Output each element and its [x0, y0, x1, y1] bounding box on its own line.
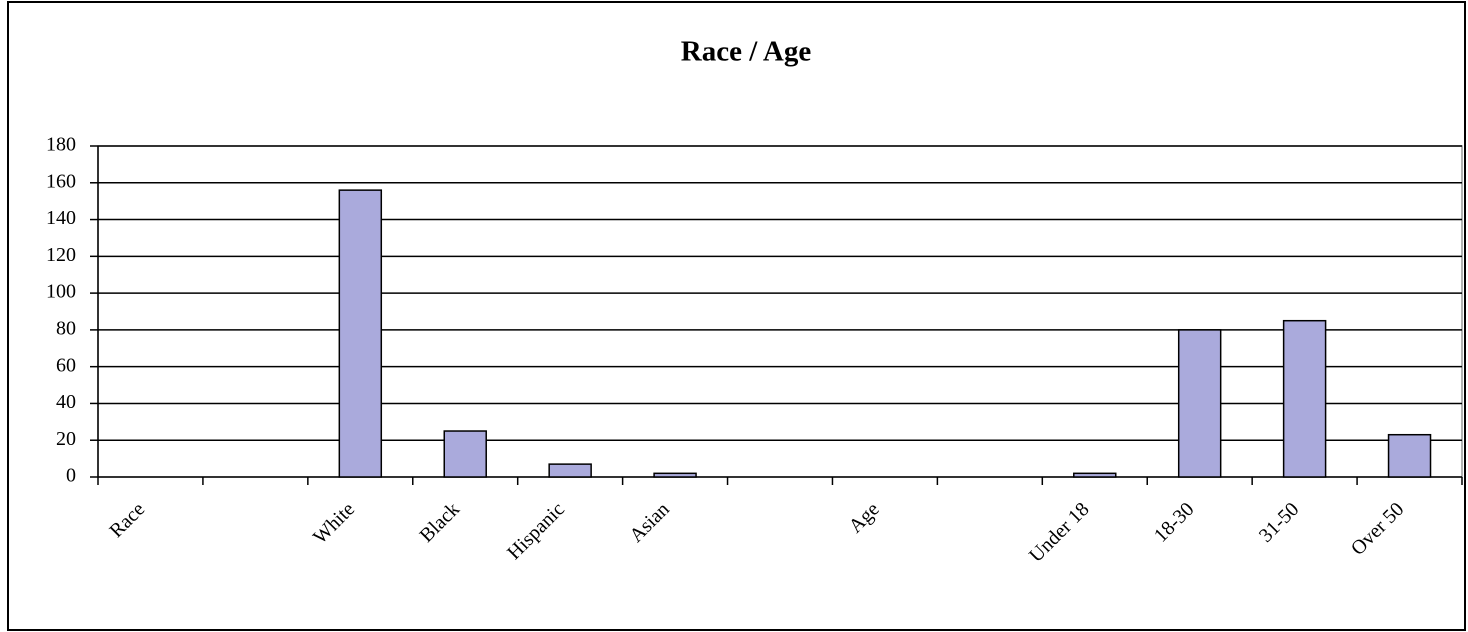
chart-title: Race / Age — [681, 36, 812, 68]
y-tick-label: 140 — [46, 207, 76, 229]
y-tick-label: 120 — [46, 244, 76, 266]
bar — [1177, 329, 1222, 478]
bar — [653, 472, 697, 478]
bar — [548, 463, 592, 478]
bar — [443, 430, 487, 478]
bar — [338, 189, 383, 478]
y-tick-label: 60 — [56, 354, 76, 376]
bar — [1073, 472, 1117, 478]
y-tick-label: 20 — [56, 428, 76, 450]
y-tick-label: 160 — [46, 170, 76, 192]
y-tick-label: 100 — [46, 281, 76, 303]
y-tick-label: 0 — [66, 465, 76, 487]
y-tick-label: 180 — [46, 134, 76, 156]
y-tick-label: 80 — [56, 317, 76, 339]
bar — [1387, 433, 1432, 478]
y-tick-label: 40 — [56, 391, 76, 413]
bar — [1282, 319, 1327, 478]
plot-area — [97, 145, 1463, 478]
